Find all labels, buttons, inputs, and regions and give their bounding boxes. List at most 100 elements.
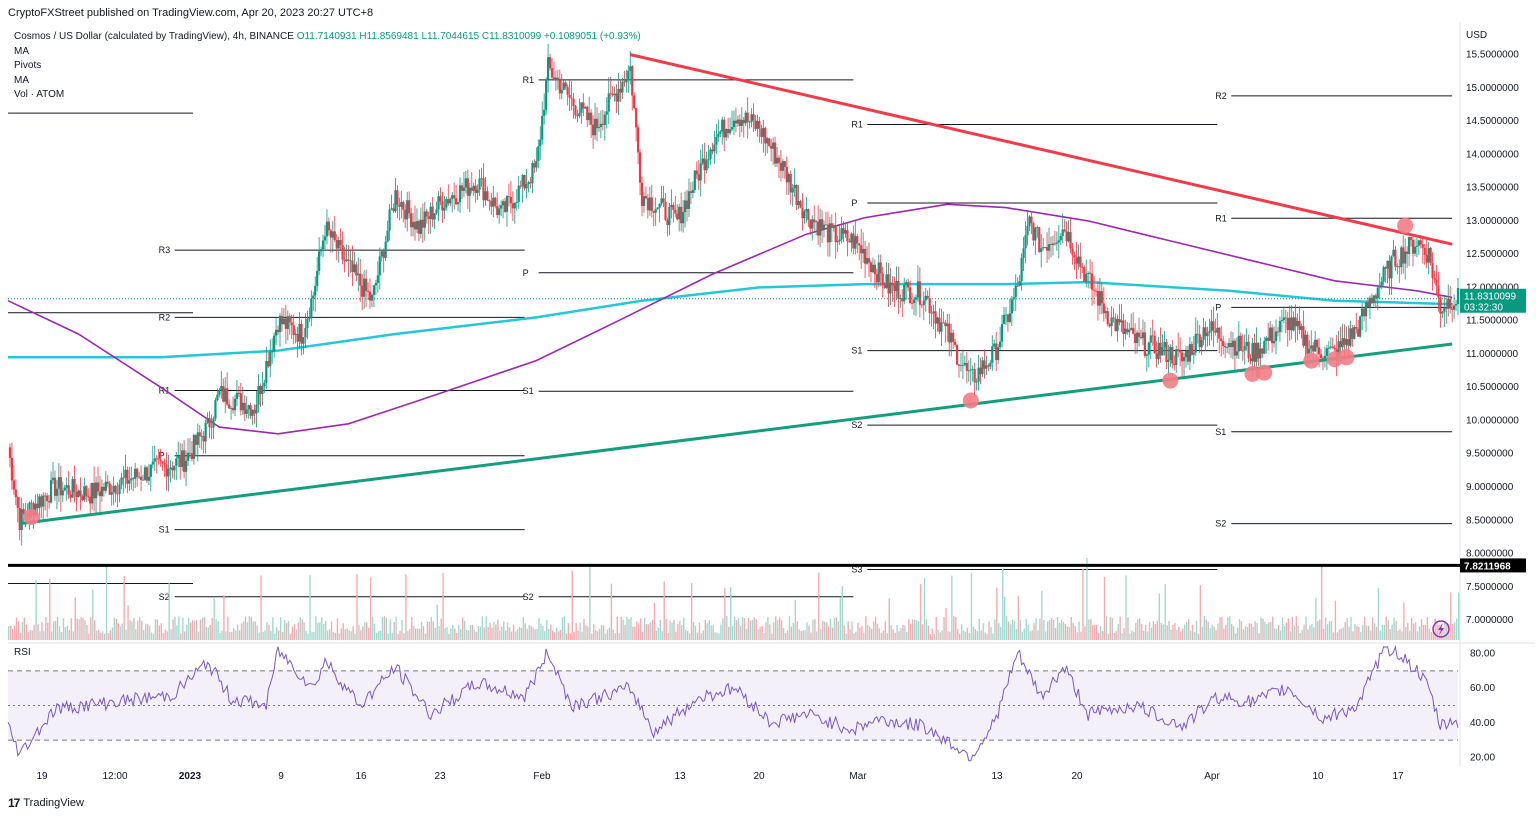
volume-bar	[481, 616, 483, 640]
volume-bar	[622, 619, 624, 640]
candle	[932, 304, 935, 329]
volume-bar	[730, 587, 732, 640]
candle	[231, 396, 235, 414]
candle-body	[1359, 316, 1362, 337]
volume-bar	[405, 574, 407, 640]
volume-bar	[315, 616, 317, 640]
candle-body	[1229, 343, 1233, 348]
volume-bar	[994, 619, 996, 640]
volume-bar	[626, 616, 628, 640]
candle	[363, 270, 366, 309]
candle-body	[519, 185, 522, 187]
pivot-level-label: S2	[851, 420, 862, 430]
candle-body	[1137, 332, 1141, 337]
candle-body	[49, 480, 53, 503]
candle-body	[73, 479, 76, 492]
candle	[883, 282, 886, 289]
legend-indicator-ma-2[interactable]: MA	[14, 74, 29, 86]
candle	[372, 284, 376, 308]
candle-body	[682, 212, 685, 224]
candle-body	[47, 501, 51, 503]
candle	[1368, 295, 1372, 319]
candle-body	[318, 251, 321, 271]
candle-body	[1077, 256, 1080, 264]
candle-body	[138, 476, 141, 478]
candle-body	[411, 221, 415, 228]
candle-body	[1329, 346, 1332, 348]
volume-bar	[291, 626, 294, 640]
volume-bar	[724, 588, 726, 640]
candle-body	[646, 198, 649, 211]
volume-bar	[849, 629, 851, 640]
candle	[813, 205, 816, 233]
candle-body	[149, 464, 152, 477]
candle	[126, 466, 129, 494]
candle	[1409, 236, 1413, 247]
candle	[654, 197, 657, 226]
candle-body	[1118, 318, 1121, 323]
legend-symbol[interactable]: Cosmos / US Dollar (calculated by Tradin…	[14, 31, 294, 42]
candle-body	[1081, 267, 1084, 268]
candle	[214, 397, 217, 422]
volume-bar	[9, 625, 12, 640]
candle-body	[145, 467, 149, 481]
candle	[451, 191, 454, 213]
volume-bar	[751, 619, 753, 640]
candle-body	[535, 160, 538, 168]
candle-body	[521, 174, 524, 187]
volume-bar	[416, 628, 419, 640]
candle-body	[155, 458, 158, 460]
candle	[421, 203, 424, 243]
candle-body	[656, 207, 659, 210]
rsi-label[interactable]: RSI	[14, 647, 31, 658]
candle-body	[100, 486, 104, 497]
candle-body	[527, 182, 530, 185]
volume-bar	[328, 629, 331, 640]
candle-body	[1153, 336, 1156, 354]
candle	[184, 450, 188, 487]
volume-bar	[415, 628, 417, 640]
legend-indicator-pivots[interactable]: Pivots	[14, 60, 42, 71]
legend-indicator-volume[interactable]: Vol · ATOM	[14, 89, 65, 100]
volume-bar	[1199, 585, 1202, 640]
candle-body	[224, 388, 227, 402]
legend-indicator-ma[interactable]: MA	[14, 45, 29, 57]
candle	[901, 289, 904, 318]
candle-body	[431, 206, 434, 220]
candle	[1339, 326, 1342, 354]
volume-bar	[640, 618, 642, 640]
candle-body	[748, 121, 751, 123]
volume-bar	[567, 623, 570, 640]
candle	[79, 477, 82, 511]
volume-bar	[534, 629, 536, 640]
candle	[77, 489, 80, 498]
candle	[805, 197, 808, 223]
volume-bar	[718, 633, 720, 640]
candle	[766, 136, 769, 154]
candle	[1398, 259, 1401, 283]
volume-bar	[180, 633, 182, 640]
pivot-level-label: S3	[851, 564, 862, 574]
volume-bar	[630, 617, 632, 640]
candle	[730, 110, 734, 132]
candle	[139, 465, 143, 492]
candle	[1100, 282, 1103, 314]
candle	[306, 310, 309, 340]
hline-price-tag: 7.8211968	[1460, 558, 1526, 573]
candle	[1286, 311, 1289, 347]
candle-body	[738, 119, 741, 126]
candle	[267, 352, 270, 368]
candle	[717, 119, 720, 142]
volume-bar	[683, 617, 685, 640]
candle	[535, 147, 538, 172]
volume-bar	[1037, 630, 1039, 640]
candle	[1108, 322, 1111, 328]
candle	[1392, 239, 1395, 257]
candle-body	[1145, 354, 1148, 356]
candles	[8, 43, 1460, 546]
volume-bar	[479, 626, 481, 640]
candle-body	[57, 477, 60, 489]
candle	[1437, 271, 1440, 312]
candle-body	[566, 87, 569, 95]
candle	[1351, 324, 1354, 347]
